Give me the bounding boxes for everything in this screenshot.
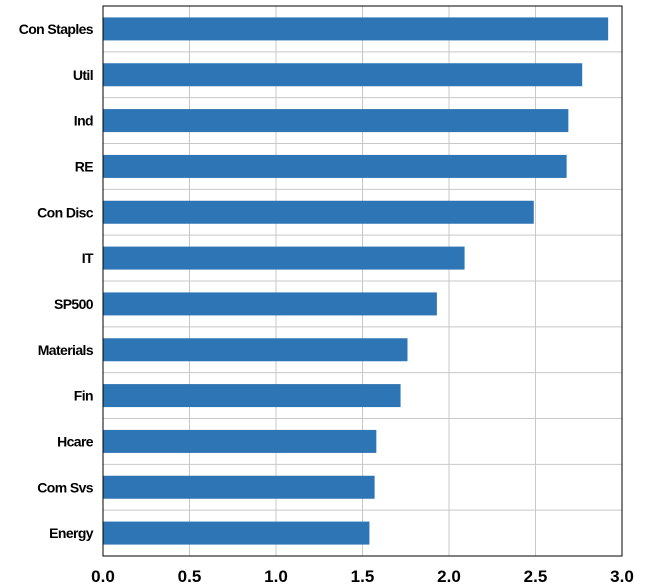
category-label: SP500	[54, 296, 94, 312]
bar	[103, 109, 569, 133]
x-tick-label: 1.5	[351, 567, 375, 586]
bar	[103, 246, 465, 270]
x-tick-label: 3.0	[610, 567, 634, 586]
bar	[103, 384, 401, 408]
bar	[103, 17, 609, 41]
plot-frame	[102, 5, 623, 557]
x-tick-label: 1.0	[264, 567, 288, 586]
bar	[103, 154, 567, 178]
x-tick-label: 2.5	[524, 567, 548, 586]
x-tick-label: 0.5	[178, 567, 202, 586]
bar	[103, 292, 437, 316]
bar	[103, 338, 408, 362]
x-tick-labels: 0.0 0.5 1.0 1.5 2.0 2.5 3.0	[91, 567, 634, 586]
category-label: Com Svs	[37, 479, 94, 495]
category-labels: Con Staples Util Ind RE Con Disc IT SP500 Mater…	[19, 21, 95, 541]
category-label: Con Disc	[37, 204, 94, 220]
bar	[103, 200, 534, 224]
category-label: Materials	[38, 342, 94, 358]
category-label: Hcare	[57, 433, 94, 449]
category-label: Con Staples	[19, 21, 94, 37]
bar	[103, 429, 377, 453]
bars	[103, 17, 609, 545]
x-tick-label: 2.0	[437, 567, 461, 586]
bar	[103, 63, 583, 87]
category-label: Fin	[74, 388, 93, 404]
category-label: Ind	[74, 113, 93, 129]
bar	[103, 521, 370, 545]
x-tick-label: 0.0	[91, 567, 115, 586]
bar	[103, 475, 375, 499]
category-label: IT	[82, 250, 94, 266]
category-label: RE	[75, 158, 94, 174]
category-label: Energy	[49, 525, 94, 541]
category-label: Util	[73, 67, 93, 83]
grid-lines	[102, 6, 623, 556]
